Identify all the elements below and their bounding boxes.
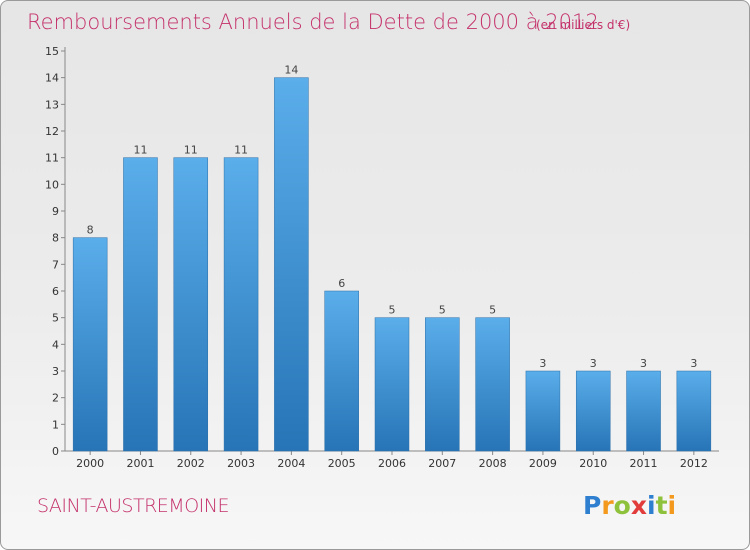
bar — [626, 370, 661, 452]
x-tick-label: 2008 — [479, 457, 507, 470]
logo-letter: t — [655, 491, 668, 520]
bar-value-label: 14 — [284, 64, 298, 77]
y-tick-label: 5 — [52, 312, 59, 325]
x-tick-label: 2011 — [630, 457, 658, 470]
logo-letter: i — [647, 491, 656, 520]
bar-value-label: 5 — [439, 304, 446, 317]
data-labels: 8 11 11 11 14 6 5 5 5 3 3 3 3 — [87, 64, 698, 370]
commune-name: SAINT-AUSTREMOINE — [37, 495, 229, 517]
y-tick-label: 15 — [45, 45, 59, 58]
y-tick-label: 4 — [52, 338, 59, 351]
logo-letter: P — [583, 491, 602, 520]
bar-value-label: 11 — [184, 144, 198, 157]
bar — [425, 317, 460, 452]
bar — [274, 77, 309, 452]
x-tick-label: 2003 — [227, 457, 255, 470]
y-tick-label: 1 — [52, 418, 59, 431]
x-tick-label: 2009 — [529, 457, 557, 470]
bar-value-label: 5 — [389, 304, 396, 317]
bar — [173, 157, 209, 452]
logo-letter: o — [613, 491, 631, 520]
bar-value-label: 5 — [489, 304, 496, 317]
logo-letter: r — [601, 491, 614, 520]
bar-value-label: 3 — [590, 357, 597, 370]
bar — [676, 370, 712, 452]
y-tick-label: 10 — [45, 178, 59, 191]
y-tick-label: 9 — [52, 205, 59, 218]
y-tick-label: 0 — [52, 445, 59, 458]
x-tick-label: 2000 — [76, 457, 104, 470]
y-tick-label: 11 — [45, 152, 59, 165]
x-tick-label: 2012 — [680, 457, 708, 470]
x-tick-label: 2004 — [277, 457, 305, 470]
logo-letter: i — [667, 491, 677, 520]
bar — [223, 157, 259, 452]
x-tick-label: 2007 — [428, 457, 456, 470]
x-tick-label: 2005 — [328, 457, 356, 470]
bar-value-label: 8 — [87, 224, 94, 237]
y-tick-label: 6 — [52, 285, 59, 298]
bar-value-label: 3 — [539, 357, 546, 370]
y-tick-label: 3 — [52, 365, 59, 378]
bar — [123, 157, 158, 452]
x-tick-label: 2010 — [579, 457, 607, 470]
bar-value-label: 11 — [234, 144, 248, 157]
bar — [374, 317, 410, 452]
y-tick-label: 8 — [52, 232, 59, 245]
bar — [525, 370, 561, 452]
y-tick-label: 13 — [45, 98, 59, 111]
bar-value-label: 3 — [690, 357, 697, 370]
bar — [72, 237, 108, 452]
y-tick-label: 14 — [45, 72, 59, 85]
bar — [324, 290, 359, 452]
bar — [575, 370, 611, 452]
y-tick-label: 12 — [45, 125, 59, 138]
bar-value-label: 6 — [338, 277, 345, 290]
x-tick-label: 2002 — [177, 457, 205, 470]
bars — [72, 77, 712, 452]
bar — [475, 317, 510, 452]
y-tick-label: 7 — [52, 258, 59, 271]
x-tick-label: 2001 — [126, 457, 154, 470]
logo-letter: x — [630, 491, 647, 520]
bar-value-label: 11 — [133, 144, 147, 157]
y-tick-label: 2 — [52, 392, 59, 405]
chart-title: Remboursements Annuels de la Dette de 20… — [27, 10, 599, 34]
x-tick-label: 2006 — [378, 457, 406, 470]
bar-value-label: 3 — [640, 357, 647, 370]
proxiti-logo: Proxiti — [583, 491, 676, 520]
chart-unit-note: (en milliers d'€) — [536, 18, 630, 32]
